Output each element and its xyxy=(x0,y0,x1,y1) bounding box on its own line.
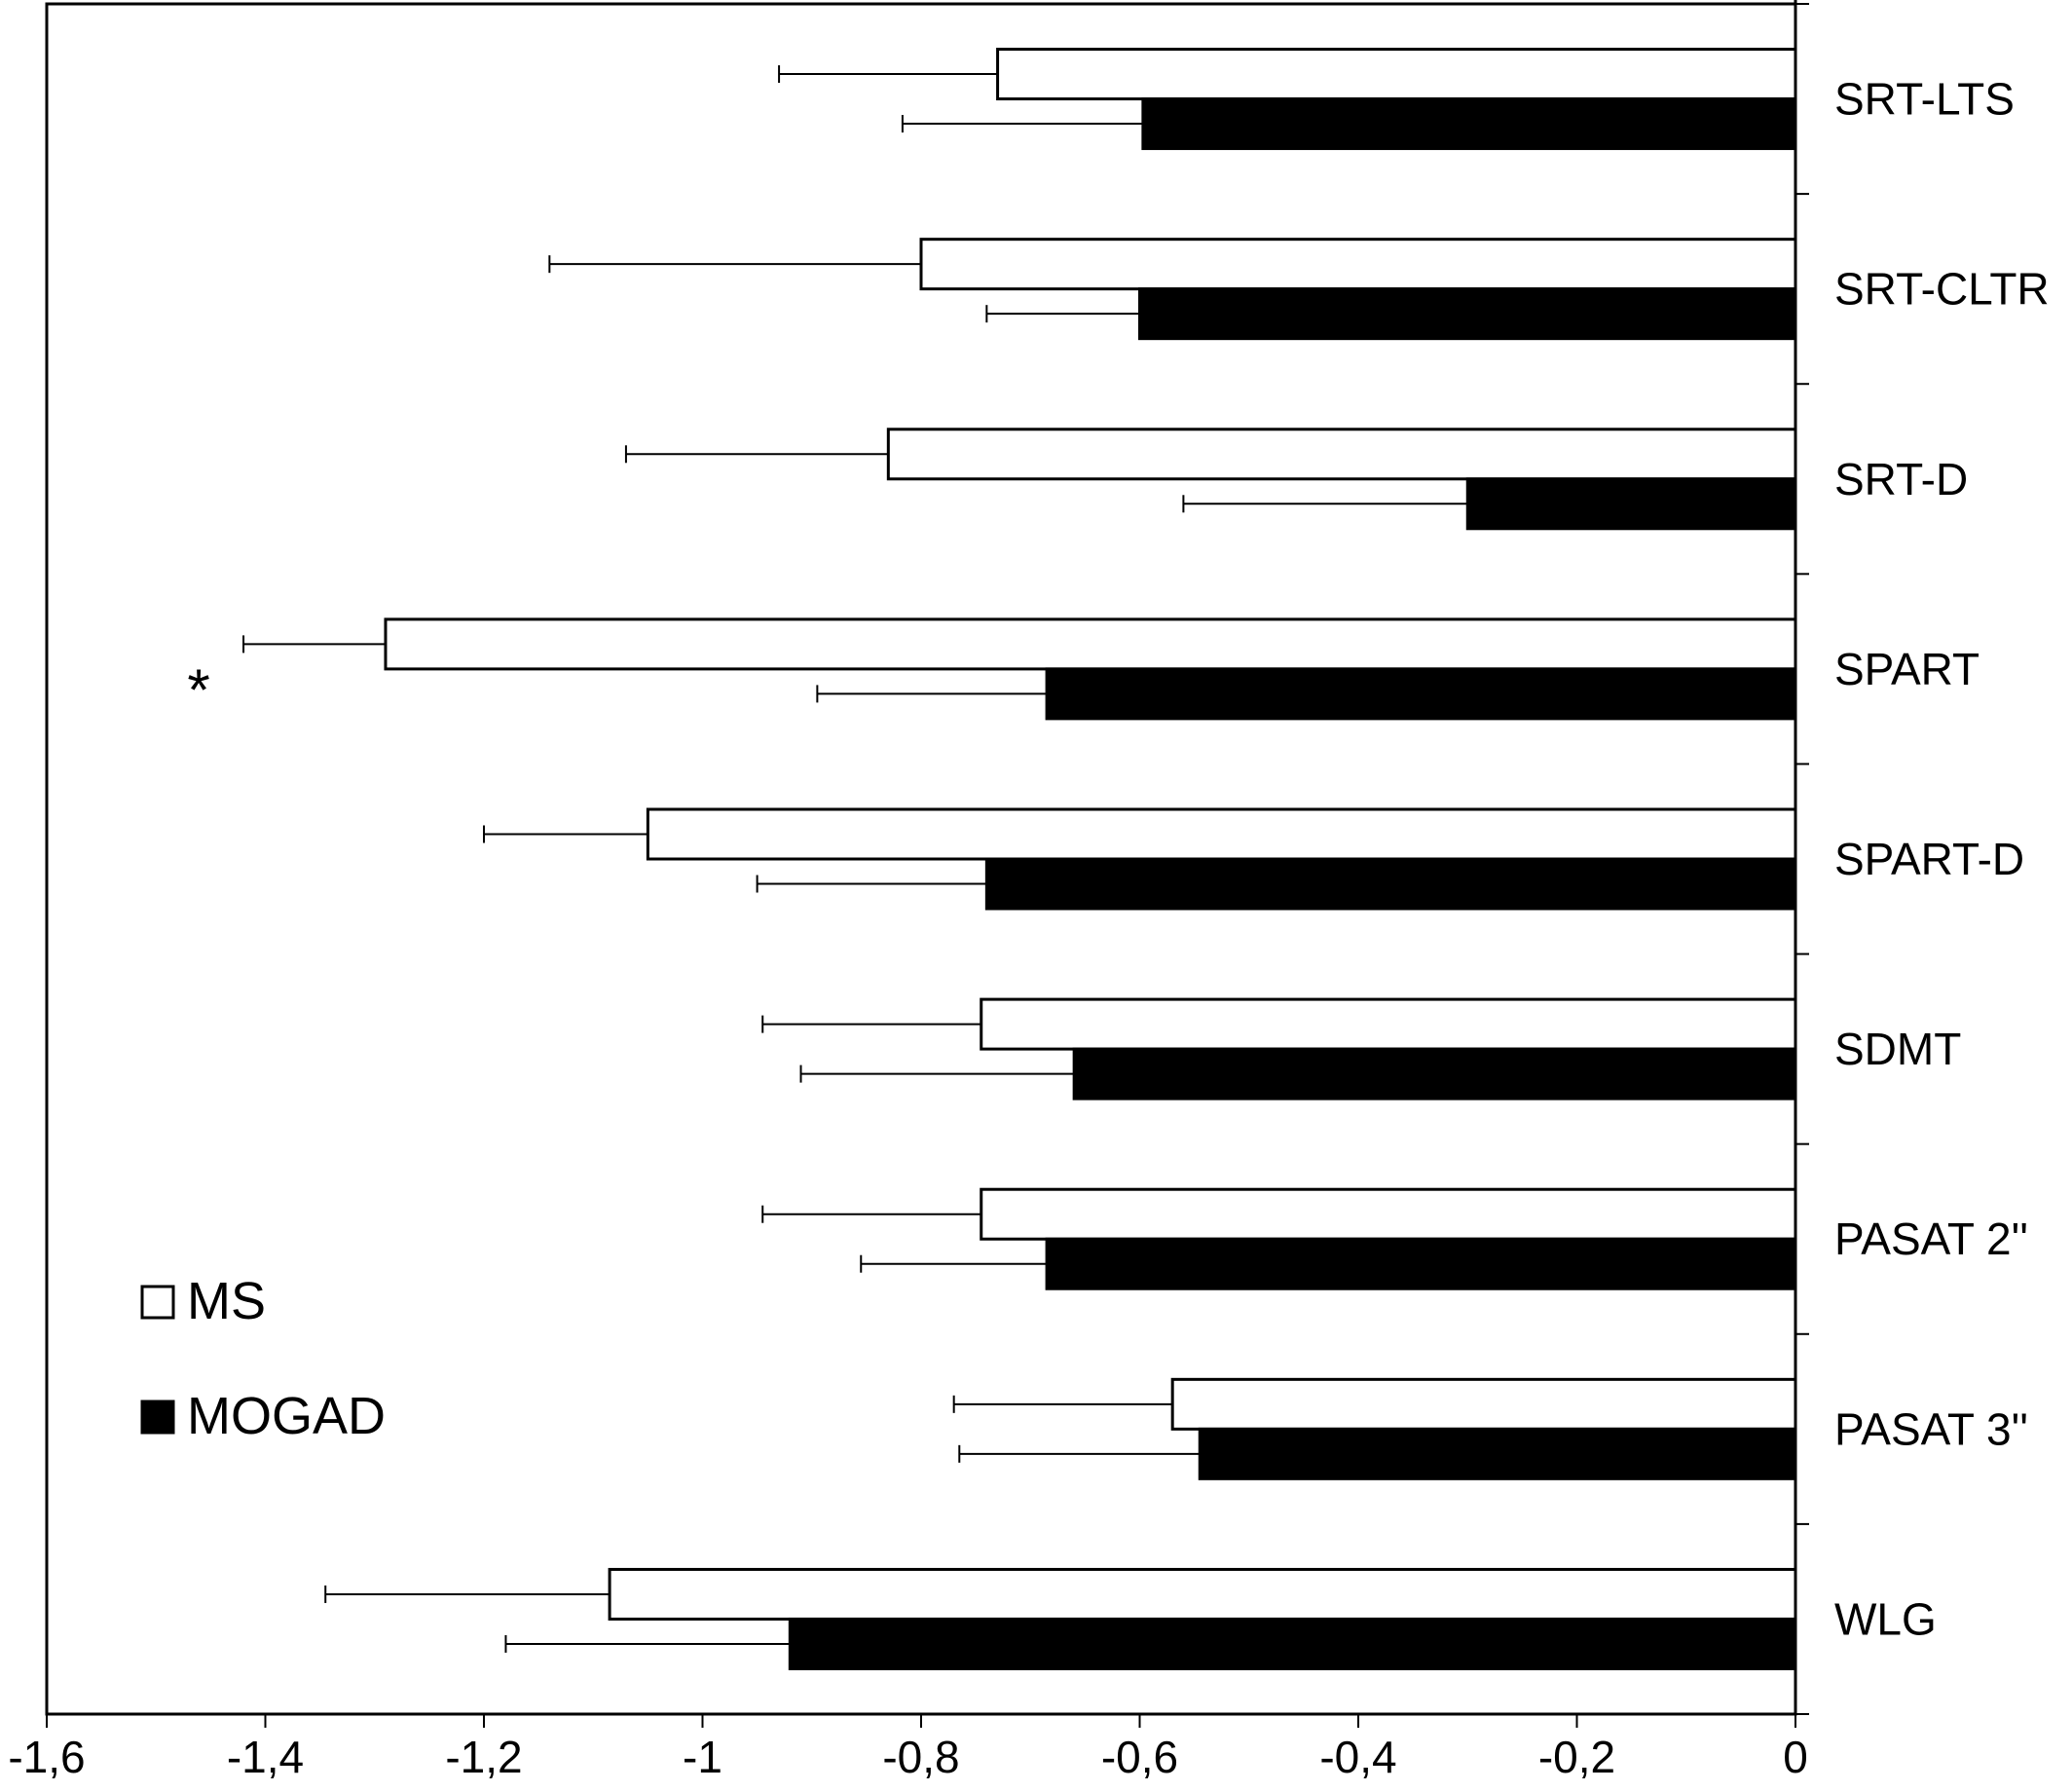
bar-ms-5 xyxy=(980,997,1797,1051)
error-bar-ms-3 xyxy=(242,635,386,653)
error-bar-mogad-7 xyxy=(958,1444,1201,1463)
category-label: SRT-D xyxy=(1834,454,1968,504)
category-label: SRT-CLTR xyxy=(1834,264,2050,315)
x-tick-label: -1,6 xyxy=(8,1732,85,1782)
x-tick-label: -1,2 xyxy=(445,1732,522,1782)
bar-ms-3 xyxy=(384,617,1797,671)
error-bar-mogad-2 xyxy=(1182,495,1468,513)
bar-mogad-1 xyxy=(1138,287,1797,341)
bars-layer xyxy=(384,48,1797,1670)
x-tick-label: -0,6 xyxy=(1101,1732,1178,1782)
x-tick-label: -1,4 xyxy=(227,1732,304,1782)
legend-item-mogad: MOGAD xyxy=(140,1387,386,1445)
x-tick-label: -1 xyxy=(683,1732,722,1782)
bar-ms-0 xyxy=(996,48,1797,101)
error-bar-ms-0 xyxy=(778,65,998,84)
legend-label: MS xyxy=(187,1272,266,1330)
legend-swatch xyxy=(140,1285,175,1320)
category-label: SPART xyxy=(1834,644,1980,694)
category-label: WLG xyxy=(1834,1593,1937,1644)
x-tick-label: 0 xyxy=(1783,1732,1808,1782)
bar-mogad-2 xyxy=(1465,477,1797,531)
bar-ms-8 xyxy=(608,1567,1797,1621)
bar-mogad-5 xyxy=(1072,1047,1797,1101)
error-bar-ms-7 xyxy=(952,1395,1173,1413)
error-bar-ms-6 xyxy=(761,1205,981,1223)
error-bar-mogad-1 xyxy=(985,305,1140,323)
bar-mogad-7 xyxy=(1198,1427,1797,1480)
category-label: SPART-D xyxy=(1834,834,2024,884)
bar-ms-1 xyxy=(919,238,1797,291)
bar-mogad-3 xyxy=(1045,667,1797,721)
y-axis xyxy=(1794,0,1809,1715)
error-bar-mogad-4 xyxy=(756,875,987,893)
legend-swatch xyxy=(140,1400,175,1435)
x-tick-label: -0,4 xyxy=(1319,1732,1396,1782)
error-bar-ms-4 xyxy=(483,825,648,843)
bar-ms-4 xyxy=(646,807,1797,861)
error-bar-ms-5 xyxy=(761,1015,981,1033)
annotations: * xyxy=(187,657,209,723)
error-bar-ms-1 xyxy=(548,255,921,274)
bar-mogad-4 xyxy=(984,857,1797,911)
bar-mogad-8 xyxy=(788,1617,1797,1670)
error-bar-mogad-0 xyxy=(901,115,1143,133)
legend: MS MOGAD xyxy=(140,1272,386,1445)
x-tick-label: -0,2 xyxy=(1538,1732,1615,1782)
error-bars-layer xyxy=(242,65,1468,1653)
error-bar-mogad-5 xyxy=(799,1064,1075,1083)
error-bar-mogad-3 xyxy=(816,685,1048,703)
legend-label: MOGAD xyxy=(187,1387,386,1445)
error-bar-ms-2 xyxy=(624,445,889,464)
error-bar-mogad-8 xyxy=(504,1634,791,1653)
category-label: PASAT 2'' xyxy=(1834,1213,2028,1264)
bar-ms-2 xyxy=(886,428,1797,481)
legend-item-ms: MS xyxy=(140,1272,266,1330)
bar-ms-6 xyxy=(980,1187,1797,1241)
category-label: SDMT xyxy=(1834,1024,1961,1074)
category-label: SRT-LTS xyxy=(1834,74,2015,125)
bar-mogad-6 xyxy=(1045,1237,1797,1290)
significance-marker: * xyxy=(187,657,209,723)
category-labels: SRT-LTS SRT-CLTR SRT-D SPART SPART-D SDMT PASA… xyxy=(1834,74,2050,1645)
error-bar-ms-8 xyxy=(324,1585,610,1603)
category-label: PASAT 3'' xyxy=(1834,1403,2028,1454)
x-axis: -1,6 -1,4 -1,2 -1 -0,8 -0,6 -0,4 -0,2 0 xyxy=(8,1714,1808,1782)
x-tick-label: -0,8 xyxy=(882,1732,959,1782)
error-bar-mogad-6 xyxy=(860,1254,1048,1273)
bar-mogad-0 xyxy=(1141,97,1797,151)
bar-ms-7 xyxy=(1170,1377,1797,1431)
